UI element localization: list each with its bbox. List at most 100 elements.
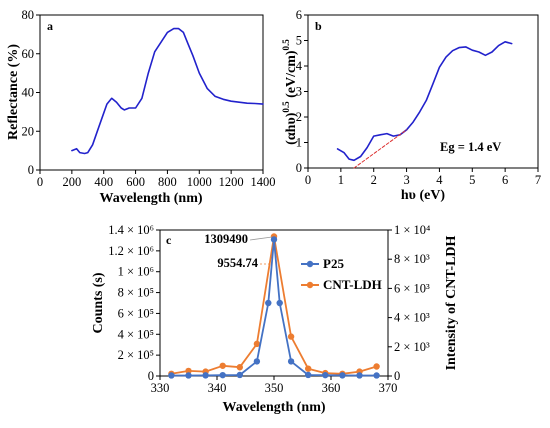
y-tick-label-left: 8 × 10⁵ <box>118 286 154 300</box>
p25-point <box>339 372 346 379</box>
x-tick-label: 400 <box>94 175 113 189</box>
cnt-ldh-point <box>287 333 295 340</box>
x-tick-label: 1200 <box>219 175 244 189</box>
tangent-line <box>353 129 408 169</box>
p25-point <box>168 372 175 379</box>
panel-b-series <box>336 40 513 169</box>
y-tick-label: 1 <box>296 136 302 150</box>
cnt-ldh-point <box>253 340 261 348</box>
peak-annotation-cnt-ldh: 9554.74 <box>217 256 258 270</box>
y-tick-label-right: 4 × 10³ <box>394 311 430 325</box>
p25-point <box>287 358 295 365</box>
tauc-line <box>336 40 513 162</box>
panel-b-frame <box>307 14 539 169</box>
panel-b-label: b <box>315 19 322 33</box>
p25-point <box>236 371 243 379</box>
panel-a-y-axis-label: Reflectance (%) <box>6 44 21 140</box>
p25-point <box>185 372 192 379</box>
x-tick-label: 2 <box>371 173 377 187</box>
y-tick-label-right: 8 × 10³ <box>394 252 430 266</box>
panel-c-y-axis-label-right: Intensity of CNT-LDH <box>444 235 459 370</box>
panel-c-x-axis-label: Wavelength (nm) <box>222 400 325 415</box>
panel-b-y-ticks: 0 1 2 3 4 5 6 <box>296 8 308 175</box>
x-tick-label: 0 <box>305 173 311 187</box>
legend-marker-cnt-ldh <box>306 281 314 289</box>
x-tick-label: 350 <box>265 381 284 395</box>
panel-a-label: a <box>47 19 53 33</box>
p25-point <box>270 236 278 243</box>
cnt-ldh-point <box>236 364 243 371</box>
y-tick-label: 60 <box>22 47 35 61</box>
panel-a: a 0 200 400 600 800 1000 1200 1400 0 20 40 60 80 Wa… <box>6 8 276 206</box>
x-tick-label: 3 <box>403 173 409 187</box>
cnt-ldh-point <box>373 363 380 370</box>
p25-point <box>276 299 283 307</box>
reflectance-line <box>71 27 264 155</box>
p25-point <box>373 372 380 379</box>
y-tick-label: 0 <box>28 163 34 177</box>
panel-b-x-ticks: 0 1 2 3 4 5 6 7 <box>305 168 541 187</box>
y-tick-label-left: 1.4 × 10⁶ <box>108 223 154 237</box>
y-tick-label-left: 1.2 × 10⁶ <box>108 244 154 258</box>
panel-c-x-ticks: 330 340 350 360 370 <box>151 376 398 395</box>
p25-point <box>356 372 363 379</box>
p25-point <box>322 371 329 379</box>
cnt-ldh-point <box>305 365 312 372</box>
peak-annotation-p25: 1309490 <box>204 232 248 246</box>
x-tick-label: 1000 <box>187 175 212 189</box>
x-tick-label: 370 <box>379 381 398 395</box>
x-tick-label: 360 <box>322 381 341 395</box>
peak-leader-p25 <box>249 236 273 241</box>
x-tick-label: 4 <box>436 173 443 187</box>
cnt-ldh-point <box>219 362 226 369</box>
cnt-ldh-point <box>185 367 192 375</box>
y-tick-label-right: 0 <box>394 369 400 383</box>
panel-c: c 330 340 350 360 370 0 2 × 10⁵ 4 × 10⁵ 6 × 10⁵… <box>91 223 459 415</box>
panel-a-x-axis-label: Wavelength (nm) <box>99 191 202 206</box>
panel-c-y-axis-label-left: Counts (s) <box>91 272 106 333</box>
y-tick-label: 4 <box>296 59 303 73</box>
legend-label-p25: P25 <box>323 256 344 271</box>
panel-c-series <box>168 233 380 379</box>
y-tick-label: 2 <box>296 110 302 124</box>
p25-point <box>202 372 209 379</box>
panel-c-y-ticks-left: 0 2 × 10⁵ 4 × 10⁵ 6 × 10⁵ 8 × 10⁵ 1 × 10⁶ 1.2 … <box>108 223 160 383</box>
x-tick-label: 600 <box>126 175 145 189</box>
x-tick-label: 200 <box>62 175 81 189</box>
p25-point <box>265 299 272 307</box>
p25-line <box>170 238 378 377</box>
y-tick-label: 5 <box>296 34 302 48</box>
x-tick-label: 6 <box>502 173 508 187</box>
panel-a-series <box>71 27 264 155</box>
y-tick-label-left: 1 × 10⁶ <box>118 265 154 279</box>
panel-a-y-ticks: 0 20 40 60 80 <box>22 8 40 177</box>
y-tick-label-left: 0 <box>148 369 154 383</box>
p25-point <box>253 358 261 365</box>
y-tick-label-left: 2 × 10⁵ <box>118 348 154 362</box>
panel-b-x-axis-label: hυ (eV) <box>401 188 446 203</box>
y-tick-label-right: 6 × 10³ <box>394 281 430 295</box>
panel-b-y-axis-label: (αhυ)0.5 (eV/cm)0.5 <box>281 39 299 145</box>
y-tick-label-left: 6 × 10⁵ <box>118 306 154 320</box>
y-tick-label: 40 <box>22 86 35 100</box>
cnt-ldh-line <box>170 235 378 375</box>
legend-label-cnt-ldh: CNT-LDH <box>323 277 382 292</box>
p25-point <box>305 371 312 379</box>
panel-c-label: c <box>166 233 172 247</box>
y-tick-label-right: 1 × 10⁴ <box>394 223 430 237</box>
y-tick-label: 20 <box>22 124 35 138</box>
x-tick-label: 340 <box>208 381 227 395</box>
x-tick-label: 7 <box>535 173 541 187</box>
y-tick-label: 6 <box>296 8 302 22</box>
y-tick-label: 80 <box>22 8 35 22</box>
y-tick-label: 0 <box>296 161 302 175</box>
x-tick-label: 800 <box>158 175 177 189</box>
panel-c-frame <box>159 229 389 377</box>
legend-marker-p25 <box>306 260 314 268</box>
panel-c-y-ticks-right: 0 2 × 10³ 4 × 10³ 6 × 10³ 8 × 10³ 1 × 10⁴ <box>388 223 430 383</box>
panel-b: b 0 1 2 3 4 5 6 7 0 1 2 3 4 5 6 Eg = 1.4 eV hυ (eV) (… <box>281 8 541 203</box>
band-gap-annotation: Eg = 1.4 eV <box>440 140 501 154</box>
panel-a-x-ticks: 0 200 400 600 800 1000 1200 1400 <box>37 170 276 189</box>
x-tick-label: 1400 <box>251 175 276 189</box>
